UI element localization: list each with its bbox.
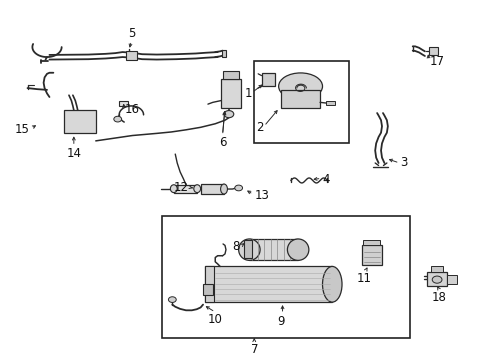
Bar — [64, 110, 96, 134]
Bar — [254, 61, 348, 143]
Bar — [200, 184, 224, 194]
Bar — [204, 266, 214, 302]
Text: 10: 10 — [207, 313, 222, 326]
Text: 4: 4 — [322, 172, 329, 185]
Bar — [243, 240, 252, 258]
Ellipse shape — [287, 239, 308, 260]
Text: 2: 2 — [256, 121, 264, 134]
Circle shape — [234, 185, 242, 191]
Ellipse shape — [220, 184, 227, 194]
Circle shape — [168, 297, 176, 302]
Text: 12: 12 — [173, 181, 188, 194]
Bar — [326, 100, 334, 105]
Bar — [173, 185, 197, 193]
Bar — [363, 240, 379, 245]
Ellipse shape — [322, 266, 341, 302]
Bar — [161, 216, 409, 338]
Text: 17: 17 — [429, 55, 444, 68]
Text: 16: 16 — [125, 103, 140, 116]
Bar — [221, 50, 226, 57]
Ellipse shape — [238, 239, 260, 260]
Bar — [427, 272, 446, 286]
Bar — [428, 47, 437, 55]
Bar — [261, 73, 275, 86]
Bar — [430, 266, 443, 272]
Text: 11: 11 — [356, 272, 371, 285]
Text: 18: 18 — [431, 291, 446, 305]
Bar — [249, 239, 298, 260]
Text: 9: 9 — [277, 315, 284, 328]
Text: 7: 7 — [250, 343, 258, 356]
Bar — [203, 284, 212, 295]
Text: 1: 1 — [244, 87, 251, 100]
Circle shape — [224, 111, 233, 118]
Text: 6: 6 — [218, 136, 226, 149]
Text: 3: 3 — [400, 157, 407, 170]
Bar — [221, 79, 240, 108]
Text: 8: 8 — [232, 240, 239, 253]
Text: 15: 15 — [15, 123, 30, 136]
Text: 5: 5 — [127, 27, 135, 40]
Circle shape — [431, 276, 441, 283]
Bar — [125, 51, 137, 60]
Ellipse shape — [193, 185, 200, 193]
Bar — [361, 245, 381, 265]
Ellipse shape — [278, 73, 322, 100]
Text: 13: 13 — [254, 189, 268, 202]
Bar — [119, 101, 128, 106]
Bar — [446, 275, 456, 284]
Ellipse shape — [170, 185, 177, 193]
Bar — [223, 71, 238, 79]
Bar — [281, 90, 320, 108]
Circle shape — [114, 116, 122, 122]
Text: 14: 14 — [66, 147, 81, 160]
Bar — [205, 266, 331, 302]
